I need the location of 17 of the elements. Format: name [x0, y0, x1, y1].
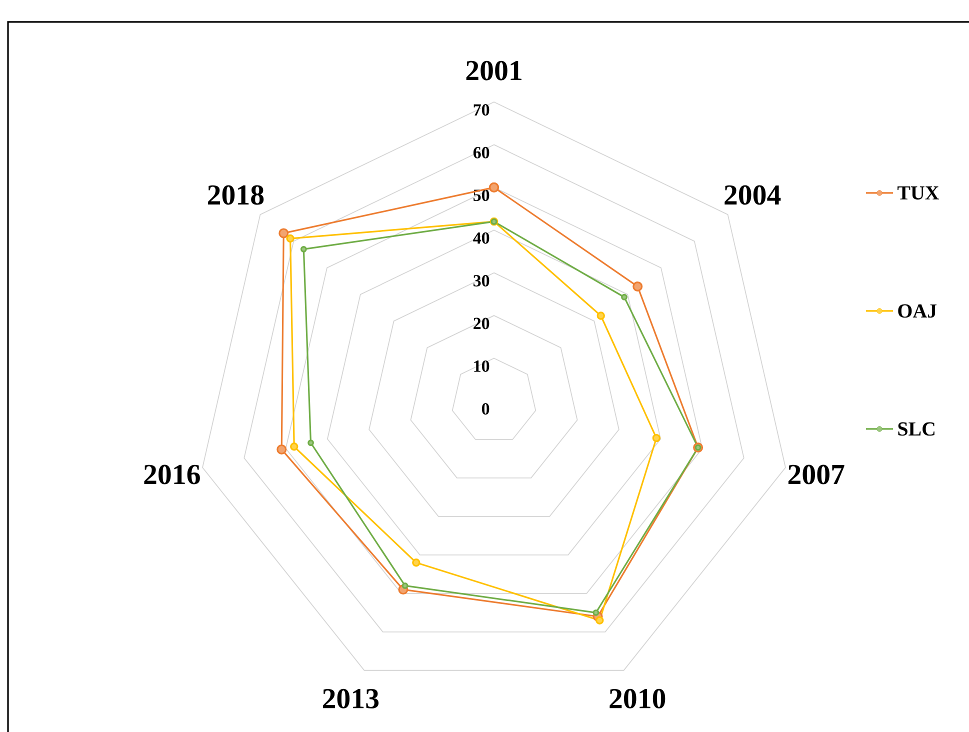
spoke-label: 2010: [610, 688, 666, 708]
spoke-label: 2016: [144, 464, 200, 484]
y-tick-label: 20: [474, 318, 490, 330]
spoke-label: 2004: [724, 185, 781, 205]
y-tick-label: 60: [473, 146, 490, 158]
y-tick-label: 70: [474, 104, 490, 116]
y-tick-label: 0: [482, 403, 490, 415]
spoke-label: 2007: [788, 464, 844, 484]
legend-label: SLC: [898, 422, 934, 436]
spoke-label: 2001: [466, 60, 522, 80]
legend-label: OAJ: [898, 304, 937, 318]
legend-label: TUX: [898, 186, 940, 200]
y-tick-label: 10: [474, 360, 490, 372]
spoke-label: 2018: [208, 185, 264, 205]
y-tick-label: 40: [473, 232, 490, 244]
y-tick-label: 30: [474, 275, 490, 286]
spoke-label: 2013: [322, 688, 379, 708]
